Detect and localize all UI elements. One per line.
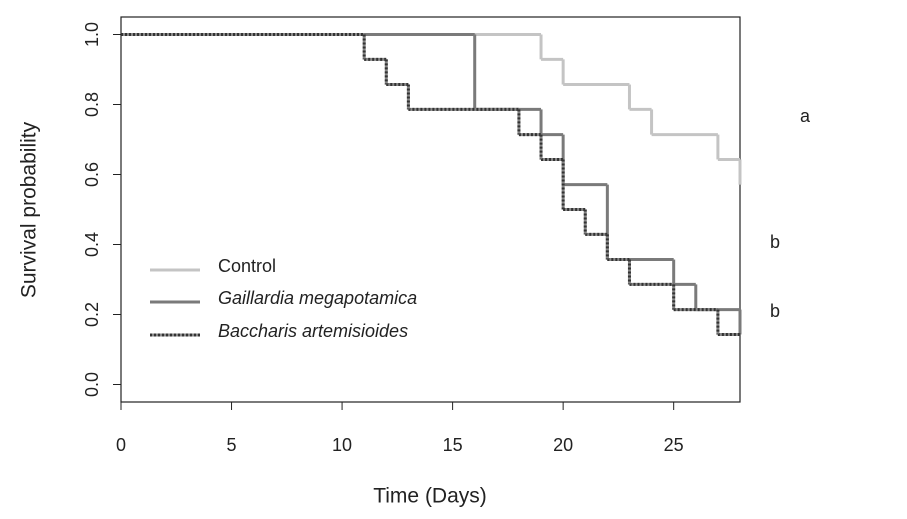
x-tick-label: 15 — [443, 435, 463, 455]
legend-label: Baccharis artemisioides — [218, 321, 408, 341]
y-tick-label: 0.2 — [82, 302, 102, 327]
y-tick-label: 0.6 — [82, 162, 102, 187]
y-tick-label: 0.4 — [82, 232, 102, 257]
x-tick-label: 20 — [553, 435, 573, 455]
x-axis-label: Time (Days) — [373, 485, 487, 508]
annotation: b — [770, 301, 780, 321]
plot-frame — [120, 16, 741, 403]
annotation: b — [770, 232, 780, 252]
legend-label: Gaillardia megapotamica — [218, 288, 417, 308]
x-tick-label: 0 — [116, 435, 126, 455]
y-axis-label: Survival probability — [18, 121, 41, 298]
y-tick-label: 0.0 — [82, 372, 102, 397]
legend-label: Control — [218, 256, 276, 276]
x-tick-label: 5 — [227, 435, 237, 455]
x-tick-label: 10 — [332, 435, 352, 455]
y-tick-label: 1.0 — [82, 22, 102, 47]
x-tick-label: 25 — [664, 435, 684, 455]
y-tick-label: 0.8 — [82, 92, 102, 117]
annotation: a — [800, 106, 811, 126]
